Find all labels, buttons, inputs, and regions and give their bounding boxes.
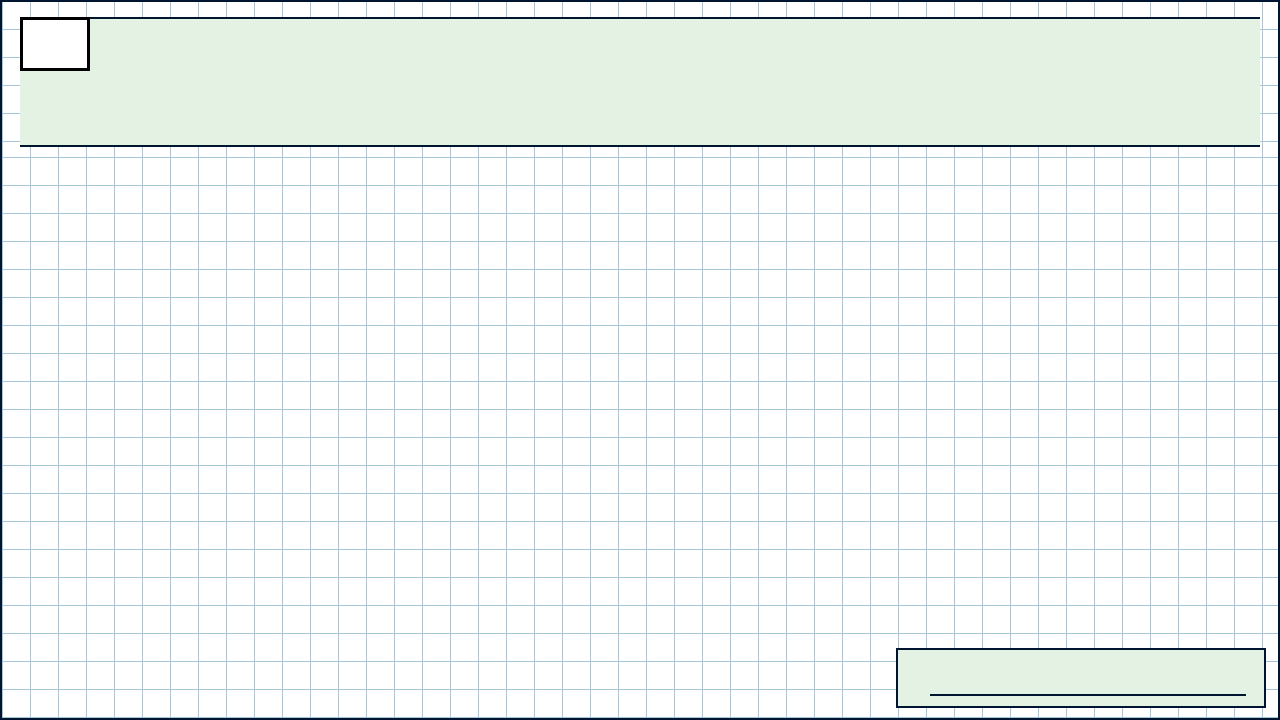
worksheet-page [0, 0, 1280, 720]
problem-text [90, 19, 1260, 145]
answer-box [896, 648, 1266, 708]
problem-box [20, 17, 1260, 147]
diagram-svg [22, 162, 842, 612]
diagram-area [22, 162, 842, 612]
problem-number [20, 17, 90, 71]
answer-line [930, 660, 1246, 696]
